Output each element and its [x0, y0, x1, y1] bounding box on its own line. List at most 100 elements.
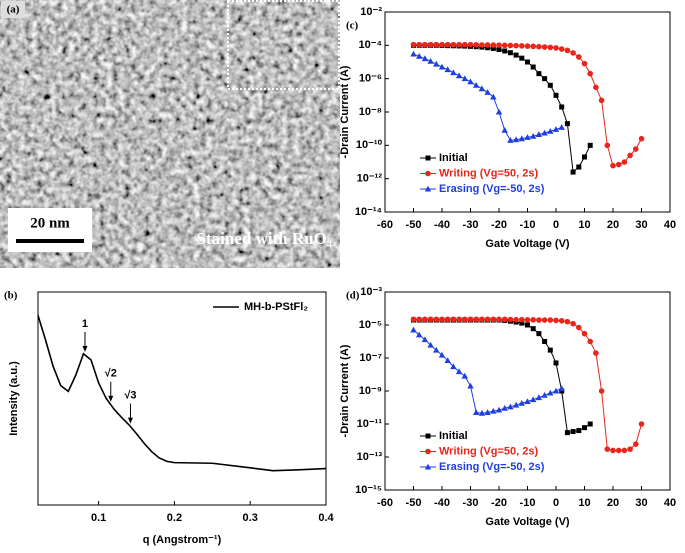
- data-point: [530, 64, 536, 70]
- legend-label: Writing (Vg=50, 2s): [439, 445, 538, 457]
- panel-label: (c): [346, 20, 359, 32]
- data-point: [456, 316, 462, 323]
- annotation-label: √2: [105, 368, 117, 380]
- legend-label: Erasing (Vg=-50, 2s): [439, 461, 545, 473]
- data-point: [530, 132, 537, 139]
- y-tick-label: 10⁻⁸: [359, 106, 382, 118]
- data-point: [536, 317, 542, 323]
- data-point: [576, 164, 582, 170]
- panel-label: (b): [4, 290, 18, 302]
- data-point: [558, 124, 565, 130]
- data-point: [467, 41, 474, 48]
- inset-box: [227, 0, 340, 90]
- data-point: [530, 396, 537, 403]
- data-point: [638, 135, 645, 142]
- y-tick-label: 10⁻¹¹: [357, 418, 383, 430]
- data-point: [553, 360, 559, 366]
- data-point: [536, 71, 542, 77]
- data-point: [490, 42, 497, 48]
- data-point: [615, 447, 622, 454]
- data-point: [535, 394, 543, 401]
- data-point: [553, 92, 559, 98]
- x-tick-label: 40: [664, 219, 676, 231]
- micrograph-panel: (a) 20 nm Stained with RuO₄: [0, 0, 340, 268]
- legend-marker: [425, 170, 431, 177]
- data-point: [552, 387, 560, 394]
- data-point: [587, 338, 593, 345]
- data-point: [462, 41, 468, 48]
- data-point: [473, 41, 480, 48]
- data-point: [467, 382, 474, 389]
- data-point: [490, 407, 497, 414]
- data-point: [582, 154, 587, 160]
- data-point: [410, 50, 417, 57]
- data-point: [519, 320, 525, 326]
- data-point: [530, 43, 536, 50]
- data-point: [456, 41, 462, 48]
- x-axis-title: Gate Voltage (V): [485, 516, 569, 528]
- y-tick-label: 10⁻³: [360, 286, 382, 298]
- data-point: [513, 42, 519, 49]
- data-point: [478, 85, 486, 92]
- data-point: [542, 339, 548, 344]
- data-point: [507, 42, 514, 49]
- data-point: [450, 69, 457, 76]
- data-point: [536, 43, 542, 50]
- data-point: [455, 368, 463, 375]
- data-point: [416, 41, 423, 48]
- data-point: [581, 330, 588, 337]
- data-point: [416, 316, 423, 323]
- series-line: [413, 53, 562, 141]
- plot-frame: [37, 291, 327, 506]
- data-point: [416, 52, 423, 59]
- data-point: [547, 82, 553, 88]
- x-tick-label: 30: [635, 219, 647, 231]
- data-point: [633, 146, 639, 152]
- data-point: [553, 45, 559, 51]
- x-tick-label: -10: [520, 219, 536, 231]
- y-axis-title: -Drain Current (A): [339, 65, 351, 158]
- data-point: [427, 58, 434, 64]
- data-point: [496, 42, 502, 48]
- data-point: [598, 388, 605, 394]
- data-point: [587, 142, 593, 148]
- data-point: [615, 161, 622, 168]
- legend-marker: [424, 185, 432, 192]
- data-point: [558, 317, 565, 324]
- data-point: [518, 135, 525, 142]
- y-tick-label: 10⁻⁶: [359, 73, 382, 85]
- data-point: [524, 134, 531, 140]
- data-point: [513, 52, 519, 58]
- x-tick-label: -10: [520, 497, 536, 509]
- data-point: [496, 316, 502, 323]
- x-tick-label: -30: [463, 219, 479, 231]
- data-point: [587, 70, 593, 77]
- data-point: [433, 60, 440, 67]
- data-point: [547, 347, 553, 353]
- data-point: [490, 316, 497, 323]
- legend-marker: [425, 448, 431, 455]
- data-point: [524, 398, 531, 405]
- x-axis-title: q (Angstrom⁻¹): [143, 534, 222, 546]
- legend-label: Initial: [439, 152, 468, 164]
- data-point: [450, 41, 457, 48]
- series-line: [413, 319, 591, 434]
- data-point: [627, 446, 633, 452]
- data-point: [473, 409, 480, 415]
- y-tick-label: 10⁻⁵: [359, 319, 382, 331]
- data-point: [444, 41, 451, 48]
- x-tick-label: -20: [491, 497, 507, 509]
- data-point: [473, 81, 480, 88]
- data-point: [433, 316, 440, 323]
- data-point: [547, 389, 554, 396]
- y-tick-label: 10⁻²: [360, 6, 382, 18]
- x-tick-label: 0.1: [91, 512, 106, 524]
- data-point: [455, 72, 463, 79]
- data-point: [564, 47, 571, 54]
- scale-bar-bg: [8, 208, 92, 252]
- data-point: [422, 41, 428, 48]
- legend-marker: [425, 155, 431, 161]
- data-point: [536, 331, 542, 337]
- data-point: [507, 316, 514, 323]
- data-point: [438, 63, 446, 70]
